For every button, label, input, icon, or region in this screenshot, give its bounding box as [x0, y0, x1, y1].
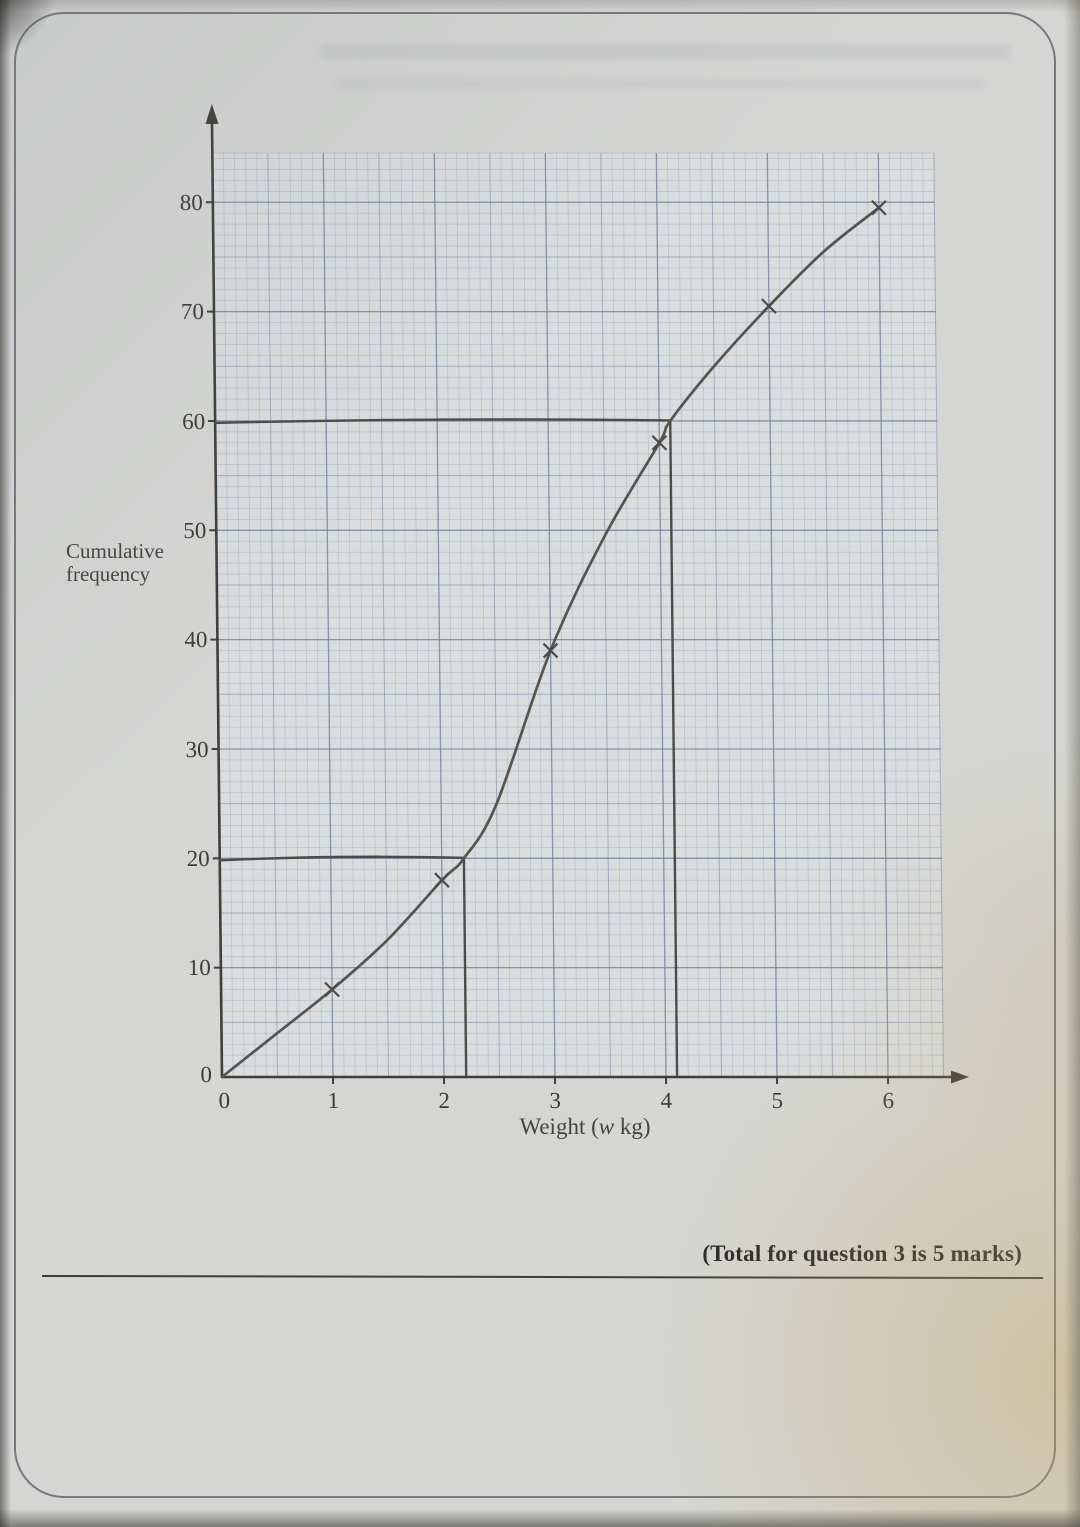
- x-tick-label-4: 4: [660, 1088, 672, 1113]
- page-border: [14, 12, 1056, 1498]
- axes: [205, 104, 969, 1084]
- ink-bleed-through: [320, 44, 1010, 59]
- y-tick-label-20: 20: [187, 846, 210, 871]
- x-axis-tick-labels: 0 1 2 3 4 5 6: [218, 1088, 894, 1113]
- data-point-crosses: [324, 199, 887, 998]
- quartile-reading-lines: [213, 418, 679, 1076]
- x-tick-label-0: 0: [218, 1088, 230, 1113]
- x-tick-label-5: 5: [771, 1088, 783, 1113]
- y-tick-label-10: 10: [188, 955, 211, 980]
- y-axis-title: Cumulative frequency: [66, 539, 164, 586]
- y-tick-label-80: 80: [180, 190, 203, 215]
- x-axis-title-suffix: kg): [614, 1114, 651, 1139]
- y-tick-label-70: 70: [181, 299, 204, 324]
- x-axis-title-variable: w: [598, 1114, 615, 1139]
- y-tick-label-60: 60: [182, 409, 205, 434]
- x-tick-label-1: 1: [327, 1088, 339, 1113]
- y-tick-label-40: 40: [184, 627, 207, 652]
- ink-bleed-through: [335, 78, 985, 89]
- x-tick-label-3: 3: [549, 1088, 561, 1113]
- y-tick-label-50: 50: [183, 518, 206, 543]
- y-axis-tick-labels: 80 70 60 50 40 30 20 10 0: [180, 190, 212, 1087]
- x-axis-title: Weight (w kg): [455, 1114, 715, 1140]
- x-axis-title-prefix: Weight (: [519, 1114, 599, 1139]
- graph-paper-grid: [211, 152, 945, 1078]
- y-tick-label-0: 0: [200, 1062, 212, 1087]
- x-tick-label-6: 6: [882, 1088, 894, 1113]
- y-tick-label-30: 30: [185, 737, 208, 762]
- total-marks-text: (Total for question 3 is 5 marks): [702, 1241, 1022, 1266]
- x-tick-label-2: 2: [438, 1088, 450, 1113]
